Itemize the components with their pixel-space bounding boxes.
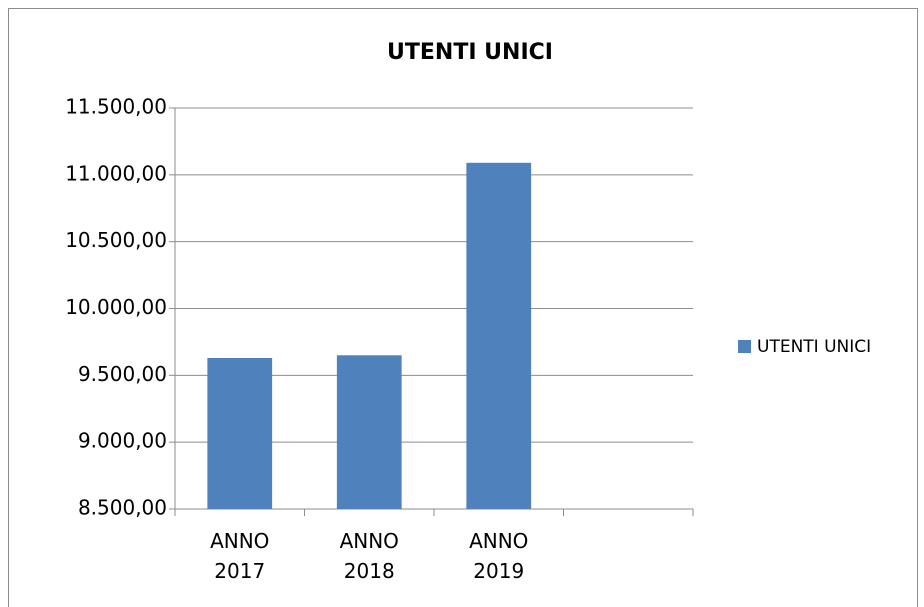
bar	[207, 357, 273, 509]
y-tick-label: 10.000,00	[65, 295, 167, 319]
bar	[336, 355, 402, 509]
chart-frame	[8, 8, 918, 607]
y-tick-label: 11.000,00	[65, 161, 167, 185]
legend-label: UTENTI UNICI	[757, 337, 871, 357]
y-tick-label: 9.500,00	[78, 362, 167, 386]
y-tick-label: 10.500,00	[65, 228, 167, 252]
y-tick-label: 11.500,00	[65, 95, 167, 119]
x-tick-label: ANNO 2018	[339, 529, 399, 583]
y-tick-label: 9.000,00	[78, 429, 167, 453]
chart-title: UTENTI UNICI	[387, 40, 553, 65]
x-tick-label: ANNO 2017	[210, 529, 270, 583]
bar	[466, 162, 532, 509]
y-tick-label: 8.500,00	[78, 496, 167, 520]
x-tick-label: ANNO 2019	[469, 529, 529, 583]
legend-swatch	[738, 340, 751, 353]
